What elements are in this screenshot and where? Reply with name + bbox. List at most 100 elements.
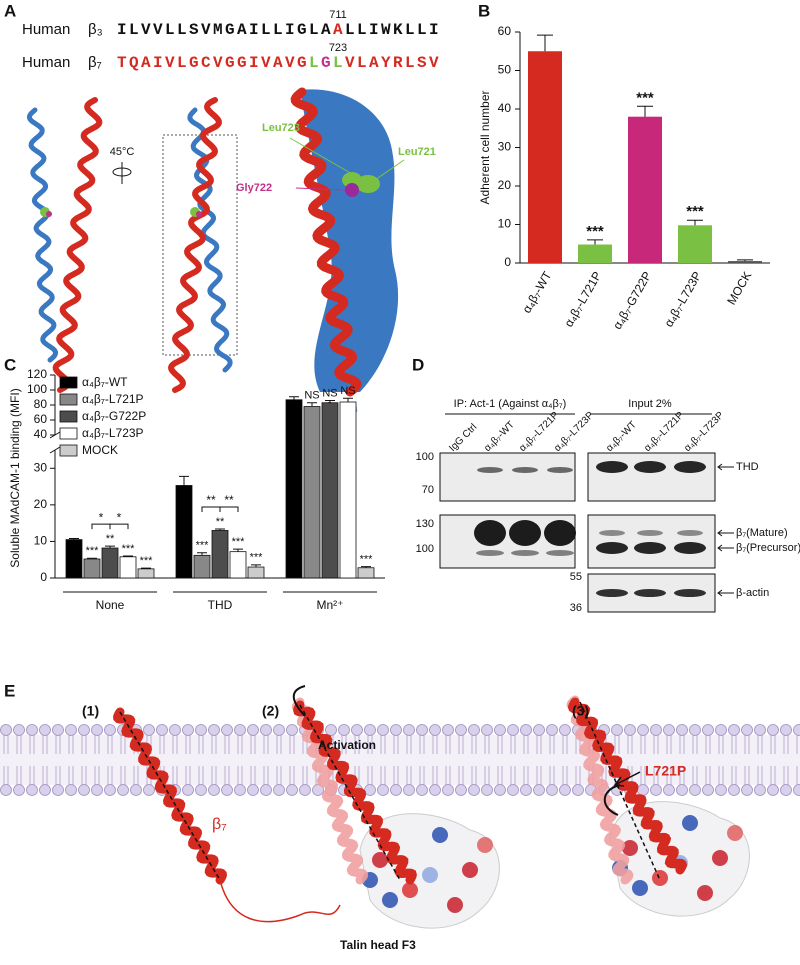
x-tick-label: α₄β₇-G722P <box>610 269 654 332</box>
lane-label: α₄β₇-L723P <box>682 410 726 454</box>
legend-label: MOCK <box>82 443 118 457</box>
lipid-head <box>156 724 168 736</box>
bar <box>578 244 612 263</box>
helix <box>187 107 233 373</box>
lipid-head <box>143 784 155 796</box>
legend-label: α₄β₇-G722P <box>82 409 146 423</box>
marker-label: 100 <box>416 451 434 463</box>
blot-band <box>596 461 628 473</box>
residue-label: Leu723 <box>262 122 300 134</box>
bracket <box>201 506 221 512</box>
blot-band <box>599 530 625 536</box>
step-label: (1) <box>82 703 99 719</box>
residue-number: 711 <box>329 9 347 21</box>
sequence: A <box>333 21 345 39</box>
lipid-head <box>169 724 181 736</box>
bracket <box>219 506 239 512</box>
lipid-head <box>273 784 285 796</box>
band-label: β₇(Mature) <box>736 527 788 539</box>
legend-swatch <box>59 376 78 389</box>
lipid-head <box>195 784 207 796</box>
y-axis-label: Soluble MAdCAM-1 binding (MFI) <box>8 388 22 567</box>
lipid-head <box>130 784 142 796</box>
motion-arrow <box>603 784 621 816</box>
lipid-head <box>221 724 233 736</box>
lipid-head <box>78 724 90 736</box>
charge-patch <box>682 815 698 831</box>
lipid-head <box>702 724 714 736</box>
lipid-head <box>468 784 480 796</box>
sequence: ILVVLLSVMGAILLIGLA <box>117 21 333 39</box>
lipid-head <box>520 724 532 736</box>
charge-patch <box>622 840 638 856</box>
significance: *** <box>232 536 246 548</box>
error-bar <box>537 34 553 52</box>
error-bar <box>215 528 225 531</box>
error-bar <box>289 396 299 400</box>
blot-band <box>596 589 628 597</box>
blot-band <box>547 467 573 473</box>
lipid-head <box>104 784 116 796</box>
lipid-head <box>273 724 285 736</box>
lipid-head <box>234 784 246 796</box>
lipid-head <box>481 784 493 796</box>
band-label: THD <box>736 461 759 473</box>
lipid-head <box>377 724 389 736</box>
helix <box>290 87 362 397</box>
lipid-head <box>650 724 662 736</box>
significance: *** <box>586 223 604 240</box>
lipid-head <box>182 784 194 796</box>
lane-label: IgG Ctrl <box>447 422 479 454</box>
blot-band <box>596 542 628 554</box>
lipid-head <box>559 724 571 736</box>
residue-surface <box>356 175 380 193</box>
significance: *** <box>86 545 100 557</box>
lipid-head <box>260 724 272 736</box>
arrow <box>717 544 734 552</box>
blot-band <box>674 461 706 473</box>
significance: ** <box>106 533 115 545</box>
error-bar <box>637 105 653 117</box>
charge-patch <box>447 897 463 913</box>
error-bar <box>141 567 151 569</box>
lipid-head <box>559 784 571 796</box>
lipid-head <box>299 784 311 796</box>
panel-label: E <box>4 681 15 700</box>
y-tick-label: 40 <box>498 101 512 115</box>
charge-patch <box>712 850 728 866</box>
x-tick-label: THD <box>208 598 233 612</box>
charge-patch <box>422 867 438 883</box>
lipid-head <box>403 724 415 736</box>
panel-label: D <box>412 355 424 374</box>
helix <box>567 697 688 875</box>
marker-label: 36 <box>570 602 582 614</box>
loop <box>219 879 341 923</box>
marker-label: 55 <box>570 571 582 583</box>
ip-header: IP: Act-1 (Against α₄β₇) <box>454 398 567 410</box>
blot <box>587 452 716 502</box>
y-tick-label: 20 <box>34 497 48 511</box>
significance: ** <box>216 516 225 528</box>
panel-label: C <box>4 355 16 374</box>
lipid-head <box>377 784 389 796</box>
error-bar <box>251 564 261 568</box>
significance: *** <box>636 89 654 106</box>
lipid-head <box>234 724 246 736</box>
x-tick-label: α₄β₇-WT <box>519 269 554 316</box>
lipid-head <box>754 784 766 796</box>
error-bar <box>105 545 115 549</box>
error-bar <box>69 538 79 540</box>
significance: *** <box>140 555 154 567</box>
y-tick-label: 50 <box>498 63 512 77</box>
blot-band <box>634 542 666 554</box>
lipid-head <box>728 724 740 736</box>
blot-band <box>544 520 576 546</box>
significance: NS <box>322 387 337 399</box>
error-bar <box>197 552 207 556</box>
lipid-head <box>780 724 792 736</box>
lipid-head <box>533 784 545 796</box>
y-tick-label: 60 <box>498 24 512 38</box>
bar <box>628 116 662 263</box>
lipid-head <box>13 724 25 736</box>
lipid-head <box>13 784 25 796</box>
